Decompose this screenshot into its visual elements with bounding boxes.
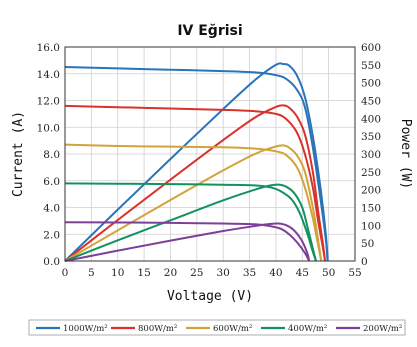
legend: 1000W/m² 800W/m² 600W/m² 400W/m² 200W/m² bbox=[28, 319, 406, 336]
y-tick-label-right: 450 bbox=[361, 96, 381, 108]
y-tick-label-left: 8.0 bbox=[43, 149, 60, 161]
chart-title: IV Eğrisi bbox=[177, 23, 242, 39]
y-tick-label-right: 550 bbox=[361, 60, 381, 72]
y-tick-label-left: 6.0 bbox=[43, 176, 60, 188]
y-tick-label-right: 150 bbox=[361, 203, 381, 215]
power-curve-4 bbox=[64, 222, 311, 262]
power-curve-2 bbox=[64, 144, 323, 262]
legend-label-2: 600W/m² bbox=[213, 324, 252, 334]
current-curve-4 bbox=[64, 221, 311, 262]
legend-label-0: 1000W/m² bbox=[63, 324, 108, 334]
plot-border bbox=[64, 46, 356, 262]
y-tick-label-right: 100 bbox=[361, 220, 381, 232]
y-tick-label-right: 200 bbox=[361, 185, 381, 197]
power-curve-3 bbox=[64, 183, 317, 262]
x-tick-label: 10 bbox=[111, 267, 124, 279]
y-tick-label-right: 0 bbox=[361, 256, 368, 268]
legend-label-4: 200W/m² bbox=[363, 324, 402, 334]
legend-box bbox=[28, 319, 406, 336]
tick-labels: 0 5 10 15 20 25 30 35 40 45 50 55 0.0 2.0 4.0 6.0 8.0 10.… bbox=[37, 42, 381, 279]
power-curve-1 bbox=[64, 104, 326, 262]
y-axis-label-left: Current (A) bbox=[11, 111, 26, 197]
curves bbox=[64, 62, 329, 262]
y-tick-label-right: 600 bbox=[361, 42, 381, 54]
current-curve-3 bbox=[64, 182, 317, 262]
y-tick-label-left: 2.0 bbox=[43, 229, 60, 241]
y-tick-label-left: 16.0 bbox=[37, 42, 60, 54]
grid bbox=[64, 46, 356, 262]
y-tick-label-right: 50 bbox=[361, 238, 374, 250]
y-axis-label-right: Power (W) bbox=[398, 119, 413, 189]
x-tick-label: 35 bbox=[243, 267, 256, 279]
y-tick-label-left: 0.0 bbox=[43, 256, 60, 268]
y-tick-label-left: 10.0 bbox=[37, 122, 60, 134]
legend-label-3: 400W/m² bbox=[288, 324, 327, 334]
x-tick-label: 30 bbox=[216, 267, 229, 279]
y-tick-label-right: 300 bbox=[361, 149, 381, 161]
x-tick-label: 20 bbox=[164, 267, 177, 279]
x-tick-label: 5 bbox=[88, 267, 95, 279]
current-curve-1 bbox=[64, 104, 326, 262]
x-tick-label: 0 bbox=[62, 267, 69, 279]
x-tick-label: 55 bbox=[348, 267, 361, 279]
legend-label-1: 800W/m² bbox=[138, 324, 177, 334]
x-tick-label: 45 bbox=[296, 267, 309, 279]
y-tick-label-right: 400 bbox=[361, 113, 381, 125]
y-tick-label-left: 14.0 bbox=[37, 69, 60, 81]
y-tick-label-right: 500 bbox=[361, 78, 381, 90]
power-curve-0 bbox=[64, 62, 329, 262]
x-axis-label: Voltage (V) bbox=[167, 289, 253, 304]
x-tick-label: 15 bbox=[137, 267, 150, 279]
x-tick-label: 50 bbox=[322, 267, 335, 279]
current-curve-0 bbox=[64, 66, 329, 262]
y-tick-label-left: 4.0 bbox=[43, 203, 60, 215]
y-tick-label-right: 250 bbox=[361, 167, 381, 179]
y-tick-label-left: 12.0 bbox=[37, 96, 60, 108]
x-tick-label: 25 bbox=[190, 267, 203, 279]
y-tick-label-right: 350 bbox=[361, 131, 381, 143]
x-tick-label: 40 bbox=[269, 267, 282, 279]
current-curve-2 bbox=[64, 143, 323, 262]
